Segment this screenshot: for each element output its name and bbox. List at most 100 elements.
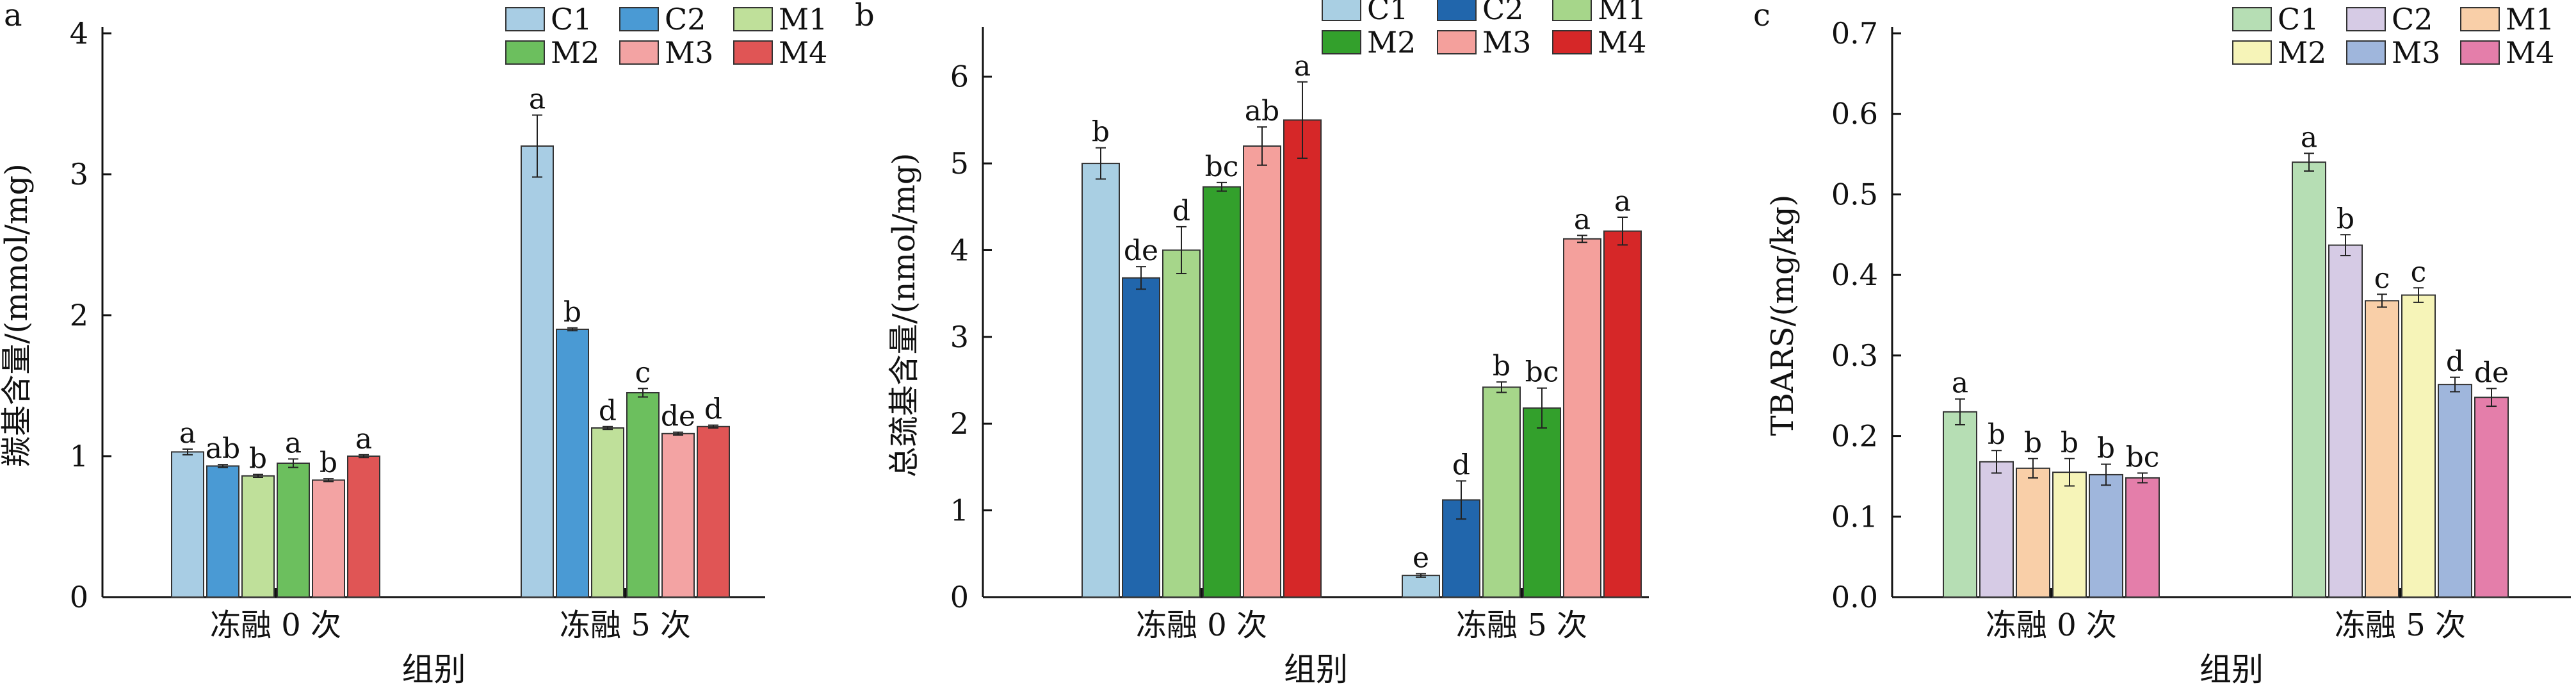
significance-label: b — [1988, 418, 2005, 451]
legend-swatch — [733, 40, 773, 65]
y-tick-label: 6 — [950, 60, 969, 94]
bar — [2016, 467, 2050, 598]
significance-label: a — [1614, 185, 1631, 218]
significance-label: b — [320, 447, 337, 479]
bar — [2328, 244, 2363, 598]
y-tick-label: 0.0 — [1831, 580, 1878, 614]
legend-swatch — [1322, 30, 1361, 54]
x-tick-label: 冻融 0 次 — [1136, 607, 1267, 643]
y-tick-label: 2 — [950, 406, 969, 441]
x-axis-title: 组别 — [1284, 651, 1348, 688]
x-axis-title: 组别 — [2199, 651, 2264, 688]
legend-label: C1 — [2278, 2, 2319, 37]
x-axis-title: 组别 — [402, 651, 466, 688]
bar — [171, 451, 204, 598]
x-tick-label: 冻融 5 次 — [2335, 607, 2466, 643]
significance-label: a — [1952, 367, 1968, 400]
bar — [1523, 407, 1561, 598]
legend-label: M3 — [1482, 25, 1531, 60]
y-tick-label: 0.7 — [1831, 16, 1878, 51]
bar — [521, 145, 554, 598]
bar — [1563, 238, 1601, 598]
significance-label: e — [1413, 541, 1429, 574]
significance-label: b — [2061, 427, 2078, 459]
significance-label: d — [1452, 449, 1470, 482]
significance-label: b — [563, 296, 581, 329]
legend-label: C2 — [1482, 0, 1523, 26]
bar — [556, 329, 589, 598]
x-tick-label: 冻融 5 次 — [1456, 607, 1587, 643]
legend-label: M2 — [551, 35, 599, 70]
y-axis-title: 羰基含量/(mmol/mg) — [0, 163, 35, 466]
significance-label: de — [2474, 356, 2509, 389]
x-tick-label: 冻融 5 次 — [560, 607, 691, 643]
legend-label: M2 — [1367, 25, 1416, 60]
bar — [1402, 575, 1440, 598]
legend-swatch — [2232, 7, 2272, 31]
significance-label: d — [599, 395, 617, 427]
bar — [1943, 411, 1977, 598]
bar — [206, 465, 239, 598]
legend-swatch — [733, 7, 773, 31]
significance-label: b — [2337, 202, 2354, 235]
y-tick-label: 4 — [70, 16, 88, 51]
significance-label: d — [1172, 195, 1190, 227]
bar — [312, 479, 345, 598]
significance-label: bc — [2126, 441, 2160, 473]
bar — [661, 432, 695, 598]
legend-label: C2 — [2392, 2, 2433, 37]
y-axis-title: TBARS/(mg/kg) — [1765, 195, 1801, 436]
significance-label: a — [285, 427, 302, 459]
y-tick-label: 5 — [950, 146, 969, 181]
legend-swatch — [2460, 7, 2500, 31]
bar — [241, 475, 275, 598]
significance-label: a — [2301, 121, 2317, 154]
significance-label: ab — [206, 432, 240, 465]
legend-label: M1 — [2506, 2, 2554, 37]
bar — [591, 427, 624, 598]
y-tick-label: 3 — [950, 320, 969, 354]
legend-label: M4 — [2506, 35, 2554, 70]
bar — [1603, 230, 1642, 598]
y-tick-label: 0.5 — [1831, 177, 1878, 211]
significance-label: c — [2374, 262, 2390, 295]
bar — [1203, 186, 1241, 598]
legend-swatch — [2460, 40, 2500, 65]
legend-swatch — [1552, 30, 1592, 54]
significance-label: a — [1574, 203, 1591, 236]
significance-label: a — [179, 417, 196, 450]
legend-label: M1 — [1598, 0, 1646, 26]
significance-label: b — [249, 443, 267, 475]
y-tick-label: 2 — [70, 298, 88, 333]
legend-swatch — [2232, 40, 2272, 65]
legend-label: C2 — [665, 2, 706, 37]
panel-letter: a — [4, 0, 22, 33]
bar — [1162, 249, 1201, 598]
bar — [2401, 294, 2436, 598]
panel-letter: c — [1753, 0, 1770, 33]
legend-label: C1 — [551, 2, 592, 37]
legend-label: M2 — [2278, 35, 2326, 70]
bar — [2365, 300, 2399, 598]
bar — [1283, 119, 1322, 598]
significance-label: bc — [1205, 151, 1239, 183]
legend-swatch — [619, 7, 659, 31]
legend-label: C1 — [1367, 0, 1408, 26]
x-tick-label: 冻融 0 次 — [210, 607, 341, 643]
significance-label: d — [704, 393, 722, 426]
bar — [277, 463, 310, 598]
legend-swatch — [1437, 0, 1477, 21]
bar — [1081, 163, 1120, 598]
significance-label: a — [1294, 50, 1311, 83]
bar — [2052, 472, 2087, 598]
y-tick-label: 1 — [950, 493, 969, 528]
y-tick-label: 1 — [70, 439, 88, 473]
legend-label: M3 — [2392, 35, 2440, 70]
significance-label: ab — [1245, 95, 1279, 127]
bar — [1979, 461, 2014, 598]
bar — [2089, 473, 2123, 598]
y-tick-label: 0 — [70, 580, 88, 614]
